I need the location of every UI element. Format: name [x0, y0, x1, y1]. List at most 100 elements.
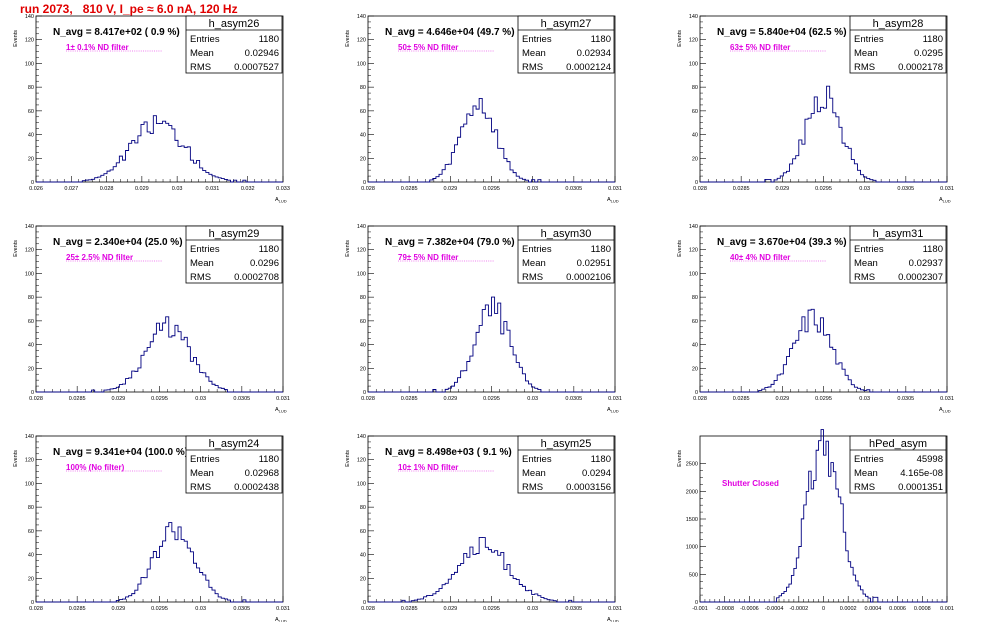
stats-title: h_asym27 [541, 18, 592, 30]
histogram-line [36, 316, 283, 393]
y-tick-label: 100 [357, 61, 366, 67]
x-tick-label: 0.03 [172, 186, 183, 192]
y-tick-label: 120 [689, 38, 698, 44]
y-tick-label: 120 [25, 248, 34, 254]
x-tick-label: 0.0295 [483, 186, 500, 192]
stat-value: 1180 [591, 454, 611, 465]
x-tick-label: 0.03 [195, 606, 206, 612]
stat-name: RMS [522, 62, 543, 73]
stat-name: Entries [522, 244, 552, 255]
x-tick-label: 0.0006 [889, 606, 906, 612]
stat-name: Mean [522, 468, 546, 479]
x-tick-label: 0.0295 [815, 186, 832, 192]
stat-value: 0.02934 [577, 48, 611, 59]
stat-value: 1180 [923, 244, 943, 255]
y-tick-label: 140 [357, 14, 366, 20]
stat-value: 1180 [923, 34, 943, 45]
x-tick-label: 0.031 [608, 186, 622, 192]
stat-name: RMS [522, 482, 543, 493]
x-tick-label: 0.0305 [565, 186, 582, 192]
stat-name: RMS [190, 482, 211, 493]
filter-note: 100% (No filter) [66, 463, 125, 472]
y-tick-label: 60 [692, 109, 698, 115]
panel-h_asym27: Events 0 20 40 60 80 100 120 140 0.028 0.0285 0.029… [345, 14, 622, 204]
y-tick-label: 80 [360, 505, 366, 511]
x-axis-label: ALUD [275, 407, 287, 414]
y-tick-label: 40 [360, 553, 366, 559]
stat-value: 0.02946 [245, 48, 279, 59]
navg-label: N_avg = 4.646e+04 (49.7 %) [385, 27, 515, 38]
filter-note: 10± 1% ND filter [398, 463, 458, 472]
y-axis-label: Events [345, 450, 351, 467]
x-tick-label: -0.0008 [715, 606, 734, 612]
x-tick-label: 0.03 [527, 396, 538, 402]
navg-box [381, 23, 549, 38]
stat-value: 45998 [917, 454, 943, 465]
y-tick-label: 140 [25, 434, 34, 440]
stat-value: 0.02951 [577, 258, 611, 269]
stats-box [849, 225, 947, 284]
x-tick-label: 0.03 [527, 606, 538, 612]
x-tick-label: 0.0002 [840, 606, 857, 612]
x-tick-label: 0.031 [608, 396, 622, 402]
x-tick-label: 0.0295 [815, 396, 832, 402]
y-tick-label: 0 [363, 600, 366, 606]
y-tick-label: 100 [25, 61, 34, 67]
navg-label: N_avg = 3.670e+04 (39.3 %) [717, 237, 847, 248]
x-tick-label: 0.029 [111, 606, 125, 612]
stat-value: 0.0007527 [234, 62, 279, 73]
stats-title: h_asym31 [873, 228, 924, 240]
navg-label: N_avg = 7.382e+04 (79.0 %) [385, 237, 515, 248]
stats-box [517, 435, 615, 494]
y-tick-label: 1500 [686, 517, 698, 523]
y-tick-label: 20 [28, 156, 34, 162]
panel-h_asym24: Events 0 20 40 60 80 100 120 140 0.028 0.0285 0.029… [13, 434, 290, 622]
y-tick-label: 20 [360, 366, 366, 372]
stats-box [185, 225, 283, 284]
stat-value: 0.0002307 [898, 272, 943, 283]
x-tick-label: 0.03 [859, 396, 870, 402]
stat-name: Mean [854, 258, 878, 269]
y-tick-label: 120 [357, 248, 366, 254]
filter-note: Shutter Closed [722, 479, 779, 488]
x-tick-label: 0.03 [859, 186, 870, 192]
x-axis-label: ALUD [607, 617, 619, 622]
stat-name: Entries [854, 244, 884, 255]
x-tick-label: -0.001 [692, 606, 708, 612]
stat-name: RMS [854, 482, 875, 493]
stat-value: 0.0002708 [234, 272, 279, 283]
x-tick-label: 0.026 [29, 186, 43, 192]
x-axis-label: ALUD [939, 197, 951, 204]
y-tick-label: 60 [360, 529, 366, 535]
x-tick-label: -0.0004 [765, 606, 784, 612]
x-tick-label: 0.029 [775, 396, 789, 402]
histogram-line [36, 115, 283, 183]
stat-name: Entries [522, 34, 552, 45]
run-title: run 2073, 810 V, I_pe ≈ 6.0 nA, 120 Hz [20, 2, 238, 16]
x-tick-label: 0.031 [940, 396, 954, 402]
stats-box [849, 15, 947, 74]
stats-box [185, 15, 283, 74]
filter-note: 40± 4% ND filter [730, 253, 790, 262]
y-tick-label: 120 [25, 38, 34, 44]
x-tick-label: 0.0285 [69, 396, 86, 402]
y-tick-label: 100 [357, 481, 366, 487]
stat-value: 0.0002106 [566, 272, 611, 283]
stat-name: RMS [190, 272, 211, 283]
x-tick-label: 0.033 [276, 186, 290, 192]
y-tick-label: 60 [360, 109, 366, 115]
navg-label: N_avg = 9.341e+04 (100.0 %) [53, 447, 188, 458]
y-tick-label: 0 [695, 180, 698, 186]
stat-name: Mean [854, 468, 878, 479]
x-tick-label: 0.031 [940, 186, 954, 192]
y-tick-label: 80 [360, 85, 366, 91]
stat-name: Entries [854, 34, 884, 45]
y-tick-label: 80 [692, 295, 698, 301]
y-tick-label: 60 [692, 319, 698, 325]
y-tick-label: 0 [363, 180, 366, 186]
navg-box [713, 233, 881, 248]
stats-title: h_asym26 [209, 18, 260, 30]
y-tick-label: 2500 [686, 462, 698, 468]
x-tick-label: 0.032 [241, 186, 255, 192]
stat-name: Entries [854, 454, 884, 465]
